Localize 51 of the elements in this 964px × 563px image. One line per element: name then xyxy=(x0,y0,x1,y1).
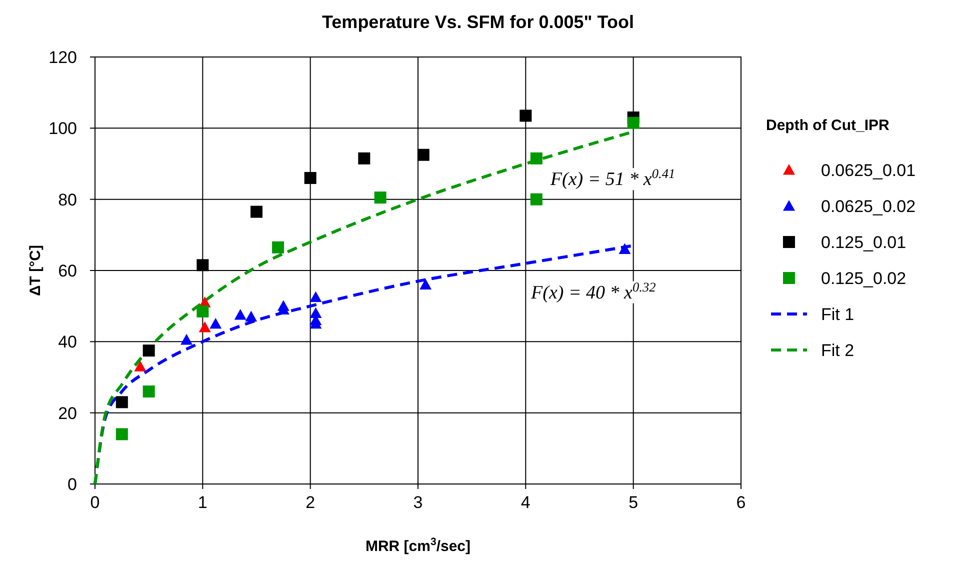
point xyxy=(196,259,209,272)
point xyxy=(272,241,284,254)
y-tick-label: 120 xyxy=(48,48,77,67)
point xyxy=(198,321,211,332)
point xyxy=(627,116,640,129)
x-tick-label: 6 xyxy=(736,493,746,512)
x-tick-label: 2 xyxy=(306,493,316,512)
legend-label: 0.0625_0.02 xyxy=(821,197,916,216)
x-axis-title: MRR [cm$^{3}$/sec] xyxy=(365,536,471,555)
point xyxy=(310,291,322,302)
point xyxy=(420,278,432,290)
y-tick-label: 100 xyxy=(48,119,77,138)
point xyxy=(520,110,532,122)
point xyxy=(142,344,155,357)
legend-label: 0.125_0.02 xyxy=(821,269,906,288)
x-tick-label: 1 xyxy=(198,493,208,512)
point xyxy=(196,305,209,318)
legend-title: Depth of Cut_IPR xyxy=(766,117,890,134)
legend-label: Fit 1 xyxy=(821,305,854,324)
x-tick-label: 3 xyxy=(413,493,423,512)
point xyxy=(304,172,316,184)
point xyxy=(618,243,631,254)
annotation: F(x) = 40 * x$^{0.32}$ xyxy=(530,278,656,304)
point xyxy=(142,385,155,398)
x-tick-label: 0 xyxy=(90,493,100,512)
y-tick-label: 80 xyxy=(58,190,77,210)
point xyxy=(116,428,128,440)
point xyxy=(374,192,386,204)
point xyxy=(417,148,430,161)
point xyxy=(234,308,246,320)
legend-label: 0.125_0.01 xyxy=(821,233,906,252)
point xyxy=(358,152,370,164)
legend-label: Fit 2 xyxy=(821,341,854,360)
point xyxy=(210,318,222,329)
point xyxy=(116,396,128,408)
y-tick-label: 20 xyxy=(58,404,77,423)
point xyxy=(530,152,542,164)
y-tick-label: 40 xyxy=(58,332,77,352)
legend-label: 0.0625_0.01 xyxy=(821,161,916,180)
y-tick-label: 60 xyxy=(58,262,77,280)
annotation: F(x) = 51 * x$^{0.41}$ xyxy=(549,166,676,190)
x-tick-label: 5 xyxy=(628,493,638,512)
y-tick-label: 0 xyxy=(68,475,77,494)
chart-title: Temperature Vs. SFM for 0.005" Tool xyxy=(322,12,634,32)
point xyxy=(180,334,193,345)
point xyxy=(530,193,542,206)
y-axis-title: ΔT [°C] xyxy=(27,245,44,296)
point xyxy=(245,310,258,322)
x-tick-label: 4 xyxy=(520,493,530,512)
point xyxy=(250,206,262,218)
point xyxy=(134,360,146,372)
